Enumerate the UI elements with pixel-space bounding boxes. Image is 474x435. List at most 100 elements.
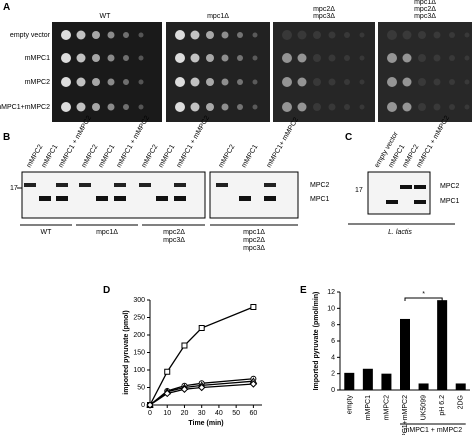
spot — [402, 30, 412, 40]
spot — [206, 78, 214, 86]
x-tick-label: 60 — [249, 410, 257, 417]
spot — [359, 55, 365, 61]
spot — [61, 53, 71, 63]
spot — [206, 103, 214, 111]
spot — [237, 32, 243, 38]
band — [414, 200, 426, 204]
spot — [402, 53, 412, 63]
spot — [433, 103, 441, 111]
row-label: mMPC1 — [25, 55, 50, 62]
group-label: L. lactis — [388, 229, 412, 236]
spot — [433, 78, 441, 86]
spot — [387, 30, 397, 40]
spot — [328, 54, 336, 62]
spot — [221, 54, 229, 62]
spot — [313, 54, 321, 62]
spot — [464, 55, 470, 61]
band — [414, 185, 426, 189]
spot — [433, 54, 441, 62]
spot — [76, 53, 86, 63]
annotation: * — [422, 291, 425, 298]
group-label: mpc2Δ — [243, 237, 265, 244]
spot — [282, 77, 292, 87]
spot — [237, 79, 243, 85]
spot — [61, 77, 71, 87]
spot — [107, 31, 115, 39]
spot — [402, 102, 412, 112]
spot — [328, 103, 336, 111]
band — [400, 185, 412, 189]
spot — [387, 102, 397, 112]
spot — [464, 32, 470, 38]
lane-label: mMPC1+ mMPC2 — [266, 116, 300, 169]
point — [250, 304, 257, 310]
column-header: mpc2Δ — [313, 6, 335, 13]
spot — [464, 104, 470, 110]
band-label: MPC2 — [440, 183, 460, 190]
spot — [123, 79, 129, 85]
x-tick-label: 30 — [198, 410, 206, 417]
group-label: WT — [41, 229, 53, 236]
group-label: mpc3Δ — [243, 245, 265, 252]
panel-label: E — [300, 285, 307, 296]
mw-marker: 17 — [10, 185, 18, 192]
spot — [190, 53, 200, 63]
blot — [209, 171, 299, 219]
row-label: empty vector — [10, 32, 51, 39]
x-tick-label: mMPC2 — [383, 395, 390, 420]
band — [174, 183, 186, 187]
spot — [175, 30, 185, 40]
mw-marker: 17 — [355, 187, 363, 194]
panel-label: C — [345, 132, 352, 143]
point — [197, 383, 206, 392]
lane-label: mMPC1 — [158, 144, 177, 169]
x-tick-label: UK5099 — [421, 395, 428, 420]
spot — [252, 79, 258, 85]
spot — [221, 31, 229, 39]
spot — [221, 78, 229, 86]
y-tick-label: 150 — [133, 350, 145, 357]
group-label: mpc3Δ — [163, 237, 185, 244]
y-tick-label: 50 — [137, 385, 145, 392]
spot — [138, 32, 144, 38]
spot — [92, 31, 100, 39]
spot — [418, 103, 426, 111]
point — [181, 342, 188, 349]
lane-label: mMPC2 — [81, 144, 100, 169]
spot — [92, 78, 100, 86]
y-tick-label: 8 — [331, 322, 335, 329]
band — [114, 183, 126, 187]
spot — [359, 79, 365, 85]
x-tick-label: 40 — [215, 410, 223, 417]
spot — [449, 79, 455, 85]
spot — [344, 32, 350, 38]
spot — [297, 53, 307, 63]
spot — [92, 54, 100, 62]
y-tick-label: 4 — [331, 354, 335, 361]
band — [56, 183, 68, 187]
spot — [252, 104, 258, 110]
bar — [455, 383, 466, 390]
x-tick-label: 10 — [163, 410, 171, 417]
spot — [328, 78, 336, 86]
band — [216, 183, 228, 187]
group-label: mpc2Δ — [163, 229, 185, 236]
bar — [400, 318, 410, 390]
group-label: mpc1Δ — [243, 229, 265, 236]
spot — [76, 102, 86, 112]
blot — [21, 171, 206, 219]
x-tick-label: 0 — [148, 410, 152, 417]
spot — [138, 55, 144, 61]
y-axis-label: Imported pyruvate (pmol/min) — [313, 292, 320, 391]
spot — [206, 54, 214, 62]
spot — [418, 78, 426, 86]
spot — [252, 55, 258, 61]
band-label: MPC1 — [310, 196, 330, 203]
band — [96, 196, 108, 201]
spot — [282, 30, 292, 40]
spot — [297, 102, 307, 112]
lane-label: mMPC1 + mMPC2 — [416, 115, 451, 169]
spot — [449, 104, 455, 110]
spot — [190, 77, 200, 87]
